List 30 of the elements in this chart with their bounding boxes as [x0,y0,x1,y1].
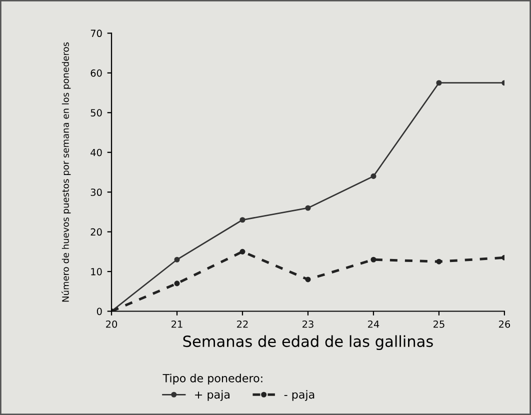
y-axis-title: Número de huevos puestos por semana en los ponederos [62,42,71,302]
x-tick-label: 22 [237,320,248,328]
y-tick-label: 50 [90,109,102,116]
x-axis-title: Semanas de edad de las gallinas [183,335,433,350]
y-tick-label: 40 [90,148,102,156]
point [240,248,246,254]
y-tick-label: 70 [90,30,102,38]
x-tick-label: 26 [498,320,510,328]
point [370,173,376,179]
y-tick-label: 0 [96,308,102,316]
y-tick-label: 20 [90,228,102,236]
y-tick-label: 10 [91,268,102,276]
x-tick-label: 25 [433,320,444,328]
y-tick-label: 30 [90,188,102,196]
x-tick-label: 24 [368,320,380,328]
legend-label: + paja [195,390,230,401]
legend-label: - paja [284,390,314,401]
point [305,205,311,211]
point [436,80,442,86]
x-tick-label: 23 [302,320,314,328]
x-tick-label: 21 [172,320,182,328]
point [174,256,180,262]
point [174,280,180,286]
x-tick-label: 20 [106,320,118,328]
point [436,258,442,264]
y-tick-label: 60 [90,69,102,77]
legend-title: Tipo de ponedero: [162,374,262,385]
point [240,217,246,223]
point [370,256,376,262]
point [305,276,311,282]
